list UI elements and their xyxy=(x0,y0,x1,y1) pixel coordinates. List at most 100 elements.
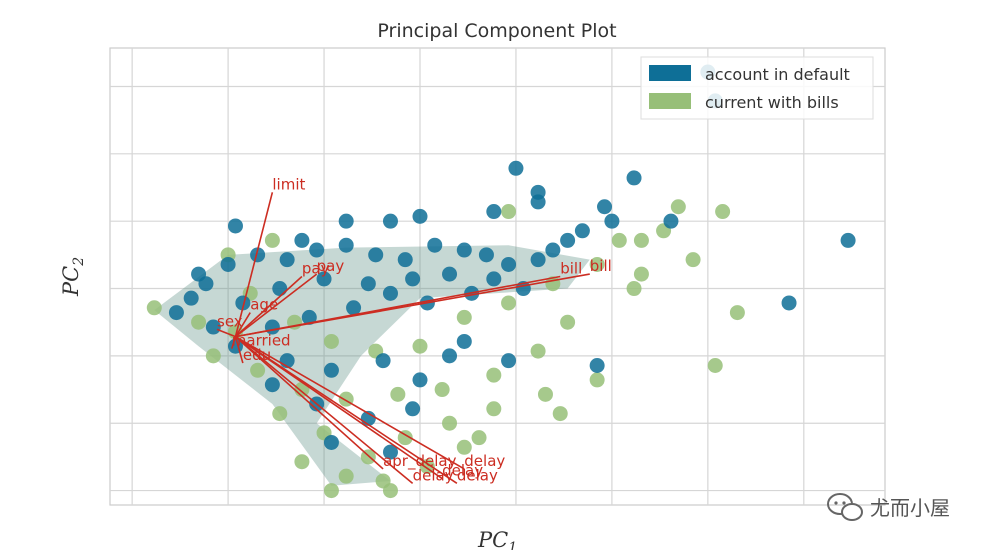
point-account-in-default xyxy=(346,300,362,316)
point-account-in-default xyxy=(442,266,458,282)
point-account-in-default xyxy=(316,271,332,287)
point-account-in-default xyxy=(574,223,590,239)
point-account-in-default xyxy=(360,276,376,292)
point-account-in-default xyxy=(279,252,295,268)
feature-vector-line xyxy=(234,192,274,337)
point-current-with-bills xyxy=(715,204,731,220)
feature-vector-line xyxy=(235,335,465,470)
feature-vector-line xyxy=(235,335,458,485)
point-account-in-default xyxy=(264,377,280,393)
point-account-in-default xyxy=(323,434,339,450)
feature-vector-label: pay xyxy=(317,257,345,275)
point-account-in-default xyxy=(456,242,472,258)
point-current-with-bills xyxy=(294,454,310,470)
point-account-in-default xyxy=(183,290,199,306)
point-account-in-default xyxy=(382,444,398,460)
feature-vector-label: delay xyxy=(413,466,454,484)
x-axis-label-sub: 1 xyxy=(508,540,517,550)
legend-label-current: current with bills xyxy=(705,93,839,112)
point-account-in-default xyxy=(412,208,428,224)
feature-vector-line xyxy=(234,312,251,338)
point-account-in-default xyxy=(272,281,288,297)
feature-vector-line xyxy=(234,336,244,364)
point-current-with-bills xyxy=(250,362,266,378)
wechat-icon xyxy=(827,493,863,521)
point-account-in-default xyxy=(227,218,243,234)
point-current-with-bills xyxy=(412,338,428,354)
point-account-in-default xyxy=(486,204,502,220)
point-current-with-bills xyxy=(552,406,568,422)
point-current-with-bills xyxy=(633,232,649,248)
point-account-in-default xyxy=(501,256,517,272)
feature-vector-label: bill xyxy=(560,260,582,278)
point-current-with-bills xyxy=(729,305,745,321)
point-account-in-default xyxy=(508,160,524,176)
point-account-in-default xyxy=(427,237,443,253)
point-current-with-bills xyxy=(486,401,502,417)
point-account-in-default xyxy=(338,237,354,253)
point-account-in-default xyxy=(663,213,679,229)
legend-swatch-default xyxy=(649,65,691,81)
point-current-with-bills xyxy=(205,348,221,364)
point-current-with-bills xyxy=(390,386,406,402)
point-account-in-default xyxy=(235,295,251,311)
feature-vectors: limitagesexmarriededubillbillpaypayapr_d… xyxy=(216,175,612,485)
point-account-in-default xyxy=(545,242,561,258)
feature-vector-label: delay xyxy=(464,452,505,470)
point-account-in-default xyxy=(205,319,221,335)
point-current-with-bills xyxy=(323,483,339,499)
point-account-in-default xyxy=(168,305,184,321)
point-account-in-default xyxy=(478,247,494,263)
x-axis-label: PC1 xyxy=(477,528,517,550)
point-account-in-default xyxy=(250,247,266,263)
feature-vector-line xyxy=(234,336,414,484)
feature-vector-line xyxy=(235,275,561,338)
point-account-in-default xyxy=(309,242,325,258)
feature-vector-label: pay xyxy=(302,260,330,278)
point-current-with-bills xyxy=(537,386,553,402)
point-current-with-bills xyxy=(530,343,546,359)
feature-vector-label: apr_delay xyxy=(383,452,456,471)
point-cloud-density xyxy=(154,245,590,486)
point-current-with-bills xyxy=(191,314,207,330)
point-account-in-default xyxy=(530,184,546,200)
legend-swatch-current xyxy=(649,93,691,109)
point-current-with-bills xyxy=(382,483,398,499)
point-account-in-default xyxy=(560,232,576,248)
feature-vector-label: delay xyxy=(457,466,498,484)
point-current-with-bills xyxy=(589,256,605,272)
point-current-with-bills xyxy=(633,266,649,282)
point-account-in-default xyxy=(530,252,546,268)
point-account-in-default xyxy=(382,285,398,301)
watermark: 尤而小屋 xyxy=(827,493,950,521)
point-account-in-default xyxy=(294,232,310,248)
y-axis-label-main: PC xyxy=(59,266,83,297)
point-current-with-bills xyxy=(397,430,413,446)
point-account-in-default xyxy=(301,309,317,325)
y-axis-label: PC2 xyxy=(59,257,87,297)
point-current-with-bills xyxy=(264,232,280,248)
feature-vector-line xyxy=(234,336,384,470)
point-account-in-default xyxy=(589,357,605,373)
point-account-in-default xyxy=(597,199,613,215)
point-current-with-bills xyxy=(434,382,450,398)
feature-vector-line xyxy=(234,273,318,338)
point-current-with-bills xyxy=(685,252,701,268)
point-account-in-default xyxy=(405,401,421,417)
point-account-in-default xyxy=(626,170,642,186)
point-current-with-bills xyxy=(501,204,517,220)
point-account-in-default xyxy=(781,295,797,311)
chart-title: Principal Component Plot xyxy=(377,20,616,42)
point-account-in-default xyxy=(323,362,339,378)
point-current-with-bills xyxy=(589,372,605,388)
point-account-in-default xyxy=(405,271,421,287)
feature-vector-label: limit xyxy=(272,175,305,193)
point-current-with-bills xyxy=(611,232,627,248)
x-axis-label-main: PC xyxy=(477,528,508,550)
point-account-in-default xyxy=(191,266,207,282)
feature-vector-label: delay xyxy=(442,462,483,480)
point-current-with-bills xyxy=(471,430,487,446)
point-current-with-bills xyxy=(338,468,354,484)
point-current-with-bills xyxy=(442,415,458,431)
